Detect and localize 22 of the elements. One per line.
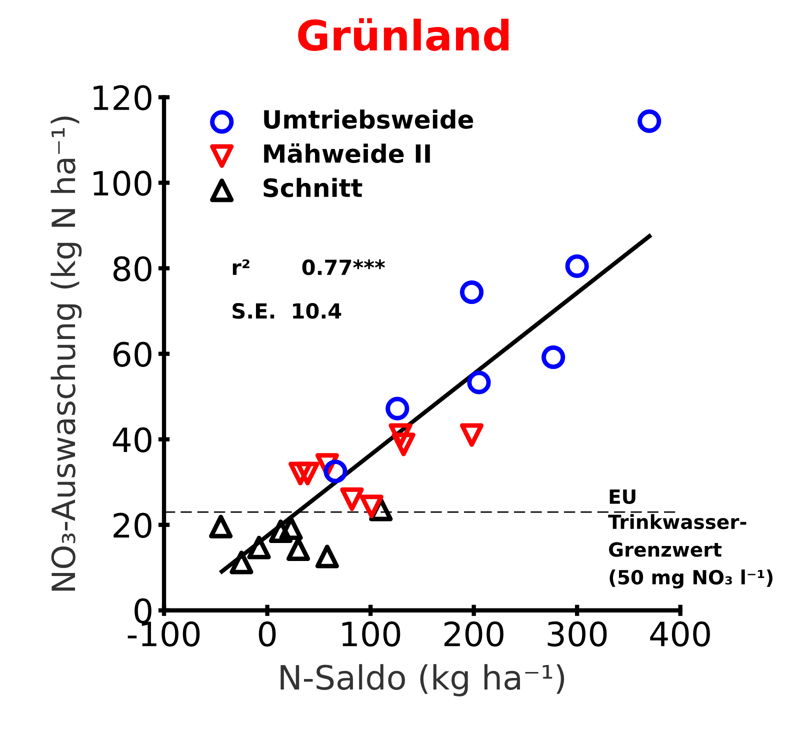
x-tick-label: 100 bbox=[342, 621, 400, 647]
x-axis-title: N-Saldo (kg ha⁻¹) bbox=[280, 664, 564, 696]
x-tick-label: 200 bbox=[444, 621, 504, 647]
y-tick-label: 60 bbox=[114, 342, 152, 367]
x-tick-label: 0 bbox=[258, 621, 276, 647]
y-tick-label: 20 bbox=[114, 512, 152, 538]
chart-title: Grünland bbox=[298, 18, 508, 51]
x-tick-label: 400 bbox=[650, 621, 710, 647]
x-tick-label: 300 bbox=[548, 621, 607, 647]
y-tick-label: 0 bbox=[134, 598, 152, 624]
y-axis-title: NO₃-Auswaschung (kg N ha⁻¹) bbox=[50, 116, 82, 591]
y-tick-label: 80 bbox=[113, 256, 152, 282]
annotation: r² 0.77*** bbox=[232, 259, 385, 276]
annotation: S.E. 10.4 bbox=[232, 303, 342, 319]
y-tick-label: 120 bbox=[94, 85, 152, 110]
ref-line-label: EU Trinkwasser- Grenzwert (50 mg NO₃ l⁻¹) bbox=[608, 490, 772, 588]
legend-label: Mähweide II bbox=[264, 143, 430, 164]
y-tick-label: 40 bbox=[112, 427, 152, 452]
legend-label: Schnitt bbox=[264, 178, 362, 198]
legend-label: Umtriebsweide bbox=[264, 109, 474, 129]
y-tick-label: 100 bbox=[94, 170, 152, 196]
x-tick-label: -100 bbox=[128, 621, 200, 647]
